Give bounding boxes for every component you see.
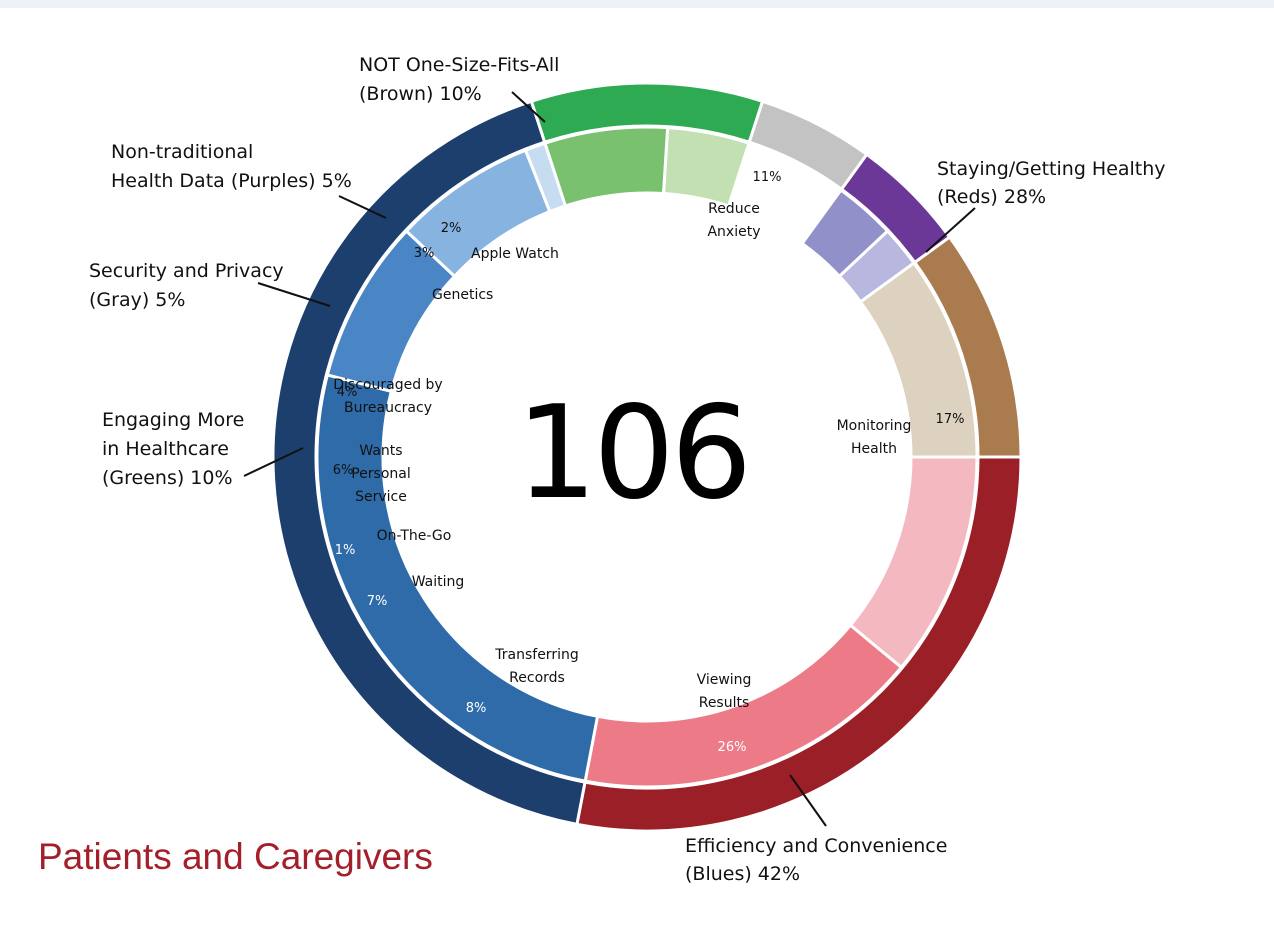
slice-label-line: Results: [699, 695, 750, 711]
slice-label-0-1: Monitoring Health: [837, 418, 912, 457]
group-label-line: (Gray) 5%: [89, 289, 185, 311]
slice-percent-1-1: 8%: [466, 701, 487, 716]
group-label-0: Staying/Getting Healthy (Reds) 28%: [937, 158, 1166, 208]
slice-percent-1-2: 7%: [367, 594, 388, 609]
slice-label-line: Anxiety: [707, 224, 760, 240]
top-band: [0, 0, 1274, 8]
slice-label-line: Health: [851, 441, 897, 457]
slice-label-0-0: Reduce Anxiety: [707, 201, 760, 240]
slice-label-line: Discouraged by: [333, 377, 442, 393]
slice-label-line: Bureaucracy: [344, 400, 432, 416]
leader-layer: [243, 91, 976, 827]
leader-line-2: [243, 447, 304, 477]
leader-line-0: [925, 207, 976, 253]
slice-label-1-0: Viewing Results: [697, 672, 752, 711]
leader-line-1: [789, 774, 827, 827]
slice-percent-1-0: 26%: [718, 740, 747, 755]
leader-line-4: [338, 195, 387, 219]
slice-label-line: Transferring: [494, 647, 578, 663]
ring-layer: [271, 81, 1023, 833]
group-label-line: in Healthcare: [102, 438, 229, 460]
slice-percent-0-0: 11%: [753, 170, 782, 185]
slice-label-line: Waiting: [412, 574, 465, 590]
slice-label-line: Records: [509, 670, 565, 686]
slice-label-4-0: Genetics: [432, 287, 493, 303]
slice-label-line: Viewing: [697, 672, 752, 688]
slice-label-2-1: Discouraged by Bureaucracy: [333, 377, 442, 416]
group-label-3: Security and Privacy (Gray) 5%: [89, 260, 284, 311]
label-layer: Staying/Getting Healthy (Reds) 28% Reduce A…: [89, 54, 1166, 885]
group-label-line: (Reds) 28%: [937, 186, 1046, 208]
inner-segment-2-1: [661, 126, 751, 208]
slice-label-line: On-The-Go: [377, 528, 452, 544]
inner-segment-2-0: [543, 125, 670, 208]
group-label-5: NOT One-Size-Fits-All (Brown) 10%: [359, 54, 559, 105]
slice-label-line: Reduce: [708, 201, 760, 217]
inner-segment-5-0: [858, 260, 979, 459]
group-label-line: Non-traditional: [111, 141, 253, 163]
slice-label-4-1: Apple Watch: [471, 246, 559, 262]
slice-label-line: Apple Watch: [471, 246, 559, 262]
slice-percent-4-0: 3%: [414, 246, 435, 261]
slice-label-line: Monitoring: [837, 418, 912, 434]
group-label-line: (Greens) 10%: [102, 467, 233, 489]
slice-percent-4-1: 2%: [441, 221, 462, 236]
slice-label-1-3: On-The-Go: [377, 528, 452, 544]
group-label-line: Engaging More: [102, 409, 244, 431]
group-label-4: Non-traditional Health Data (Purples) 5%: [111, 141, 352, 192]
slice-percent-2-1: 4%: [337, 385, 358, 400]
group-label-line: (Brown) 10%: [359, 83, 482, 105]
slice-label-2-0: Wants Personal Service: [351, 443, 411, 505]
center-count: 106: [516, 379, 748, 528]
slice-label-line: Wants: [359, 443, 402, 459]
slice-label-line: Genetics: [432, 287, 493, 303]
slice-label-line: Service: [355, 489, 407, 505]
group-label-line: Staying/Getting Healthy: [937, 158, 1166, 180]
slice-label-1-1: Transferring Records: [494, 647, 578, 686]
slice-label-line: Personal: [351, 466, 411, 482]
slice-percent-2-0: 6%: [333, 463, 354, 478]
group-label-line: NOT One-Size-Fits-All: [359, 54, 559, 76]
group-label-line: (Blues) 42%: [685, 863, 800, 885]
group-label-line: Efficiency and Convenience: [685, 835, 947, 857]
group-label-2: Engaging More in Healthcare (Greens) 10%: [102, 409, 244, 489]
leader-line-5: [511, 91, 546, 123]
group-label-line: Health Data (Purples) 5%: [111, 170, 352, 192]
slice-percent-0-1: 17%: [936, 412, 965, 427]
slice-label-1-2: Waiting: [412, 574, 465, 590]
slice-percent-1-3: 1%: [335, 543, 356, 558]
group-label-1: Efficiency and Convenience (Blues) 42%: [685, 835, 947, 885]
leader-line-3: [257, 282, 331, 307]
footer-title: Patients and Caregivers: [38, 836, 433, 877]
group-label-line: Security and Privacy: [89, 260, 284, 282]
